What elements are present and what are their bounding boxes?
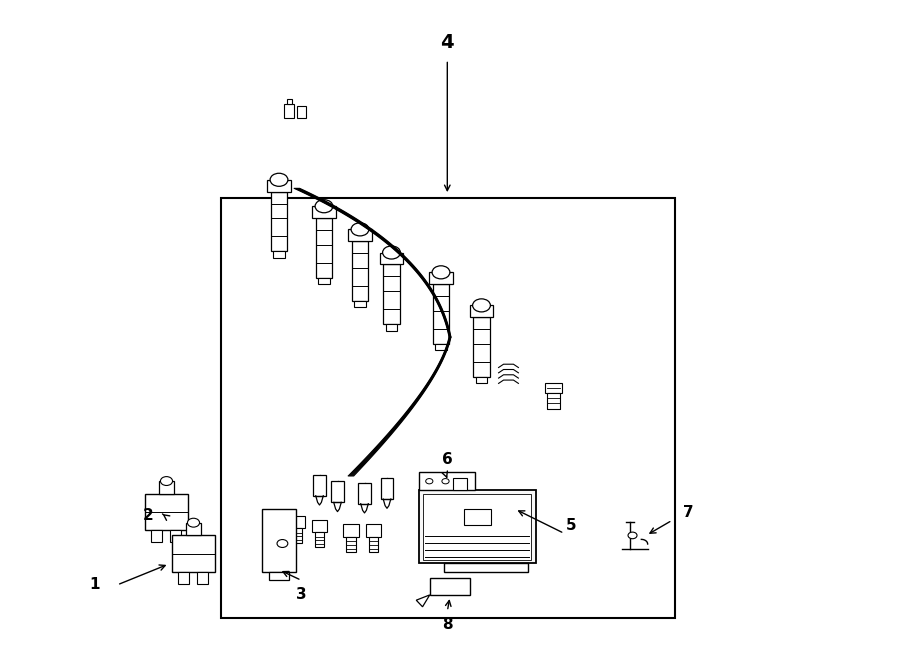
Bar [476,377,487,383]
Bar [145,494,188,530]
Bar [297,106,306,118]
Bar [150,530,162,542]
Bar [383,264,400,324]
Bar [430,578,470,595]
Bar [262,509,296,572]
Bar [433,284,449,344]
Circle shape [426,479,433,484]
Text: 4: 4 [440,34,454,52]
Bar [348,229,372,241]
Circle shape [442,479,449,484]
Bar [311,520,328,532]
Bar [284,104,294,118]
Circle shape [277,539,288,547]
Bar [292,528,302,543]
Bar [355,301,365,307]
Bar [547,393,560,408]
Bar [470,305,493,317]
Bar [473,317,490,377]
Bar [271,192,287,251]
Bar [170,530,182,542]
Bar [418,472,474,490]
Polygon shape [416,595,430,607]
Circle shape [187,518,200,527]
Text: 5: 5 [566,518,577,533]
Text: 3: 3 [296,588,307,602]
Bar [287,99,292,104]
Bar [453,477,467,490]
Bar [186,523,201,535]
Bar [197,572,209,584]
Bar [380,253,403,264]
Bar [177,572,189,584]
Circle shape [628,532,637,539]
Circle shape [472,299,490,312]
Circle shape [351,223,369,236]
Bar [274,251,284,258]
Bar [314,532,325,547]
Bar [544,383,562,393]
Bar [344,524,358,537]
Circle shape [382,246,400,259]
Bar [290,516,304,528]
Bar [269,572,289,580]
Text: 8: 8 [442,617,453,632]
Text: 7: 7 [683,505,694,520]
Circle shape [432,266,450,279]
Bar [464,508,490,525]
Circle shape [270,173,288,186]
Bar [172,535,215,572]
Bar [418,490,536,563]
Bar [368,537,379,552]
Text: 6: 6 [442,452,453,467]
Bar [159,481,174,494]
Bar [312,206,336,218]
Bar [444,563,528,572]
Bar [423,494,531,560]
Bar [386,324,397,330]
Bar [331,481,344,502]
Bar [319,278,329,284]
Bar [220,198,675,618]
Bar [365,524,382,537]
Text: 1: 1 [89,578,100,592]
Circle shape [315,200,333,213]
Bar [381,478,393,499]
Bar [267,180,291,192]
Bar [346,537,356,552]
Text: 2: 2 [143,508,154,523]
Bar [436,344,446,350]
Bar [352,241,368,301]
Bar [313,475,326,496]
Circle shape [160,477,173,485]
Bar [316,218,332,278]
Bar [358,483,371,504]
Bar [429,272,453,284]
